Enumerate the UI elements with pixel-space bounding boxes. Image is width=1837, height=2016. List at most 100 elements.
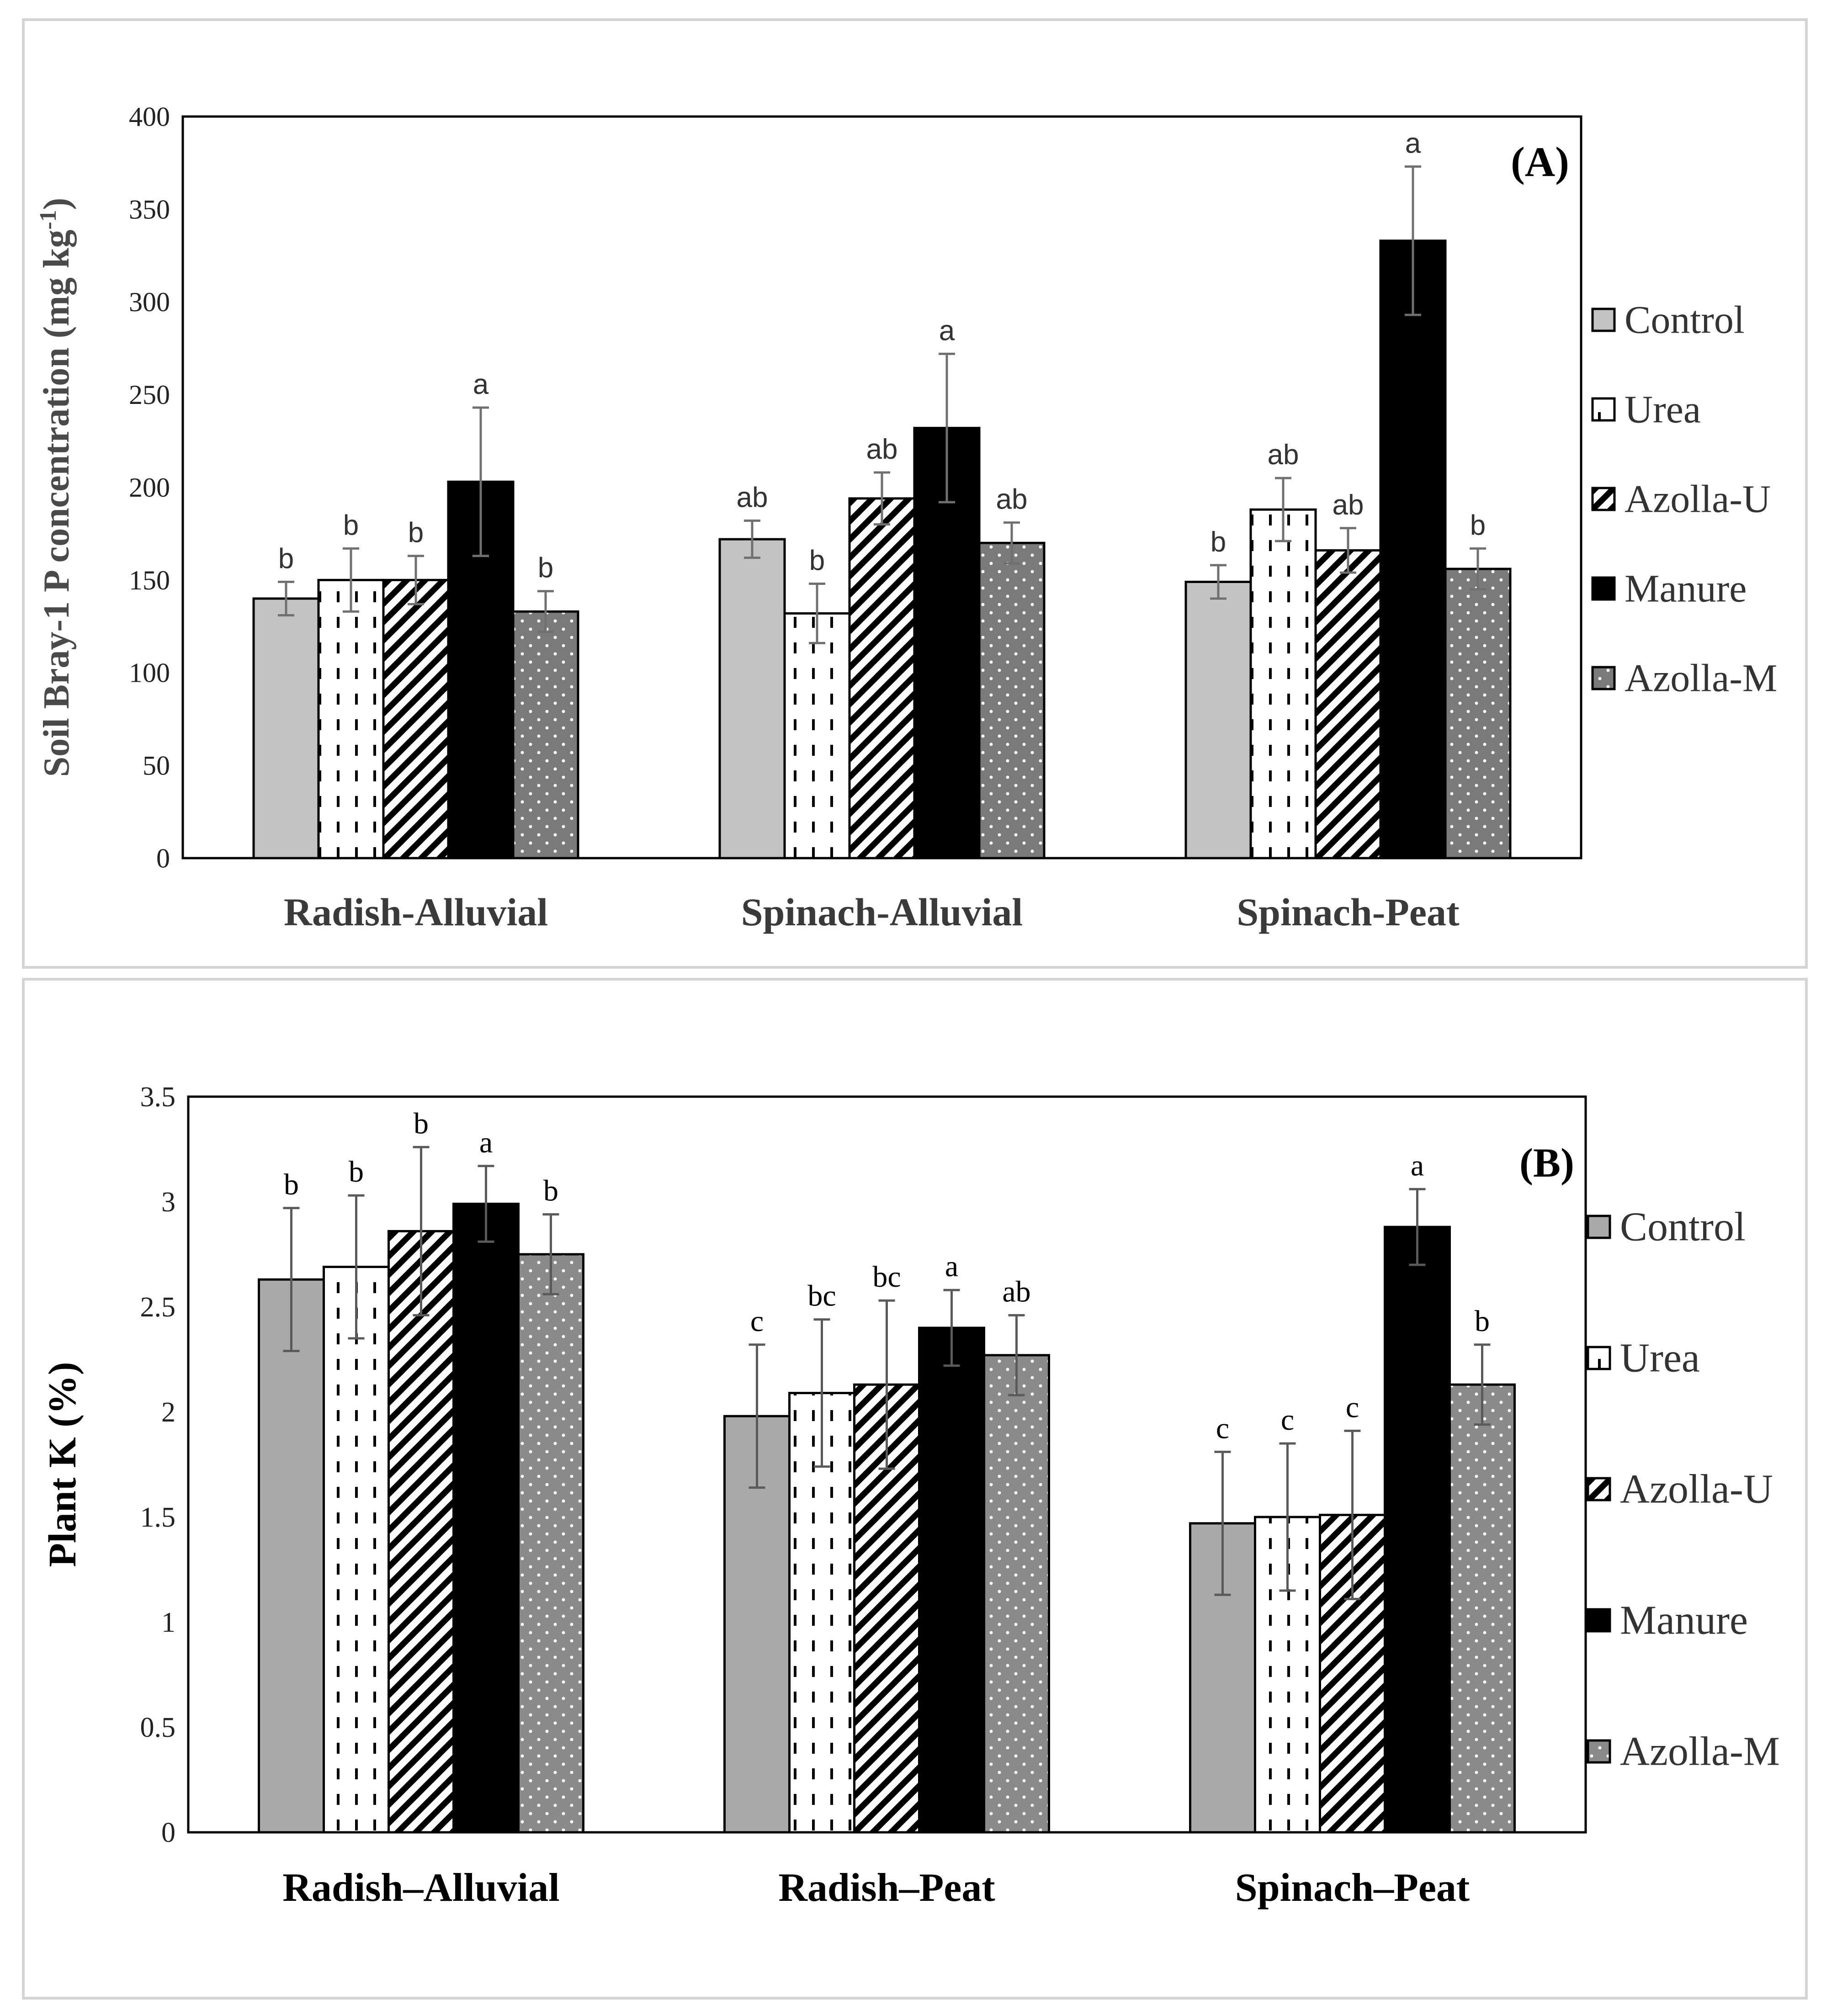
panel-label: (A) (1511, 138, 1569, 185)
legend-swatch-azolla-u (1591, 487, 1616, 511)
bar-manure-spinach-peat (1379, 239, 1447, 859)
significance-letter-urea: b (343, 509, 359, 541)
y-tick-label: 2 (161, 1397, 175, 1428)
bar-azolla-m-spinach-alluvial (978, 541, 1046, 859)
category-label-spinach-peat: Spinach-Peat (1237, 890, 1460, 934)
category-label-radish-alluvial: Radish–Alluvial (282, 1866, 559, 1910)
y-tick-label: 100 (129, 658, 170, 688)
significance-letter-azolla-u: ab (1333, 489, 1364, 521)
bar-urea-spinach-alluvial (783, 612, 851, 859)
bar-urea-radish-alluvial (323, 1266, 390, 1834)
bar-control-radish-alluvial (258, 1278, 325, 1834)
significance-letter-control: b (1211, 526, 1226, 558)
y-axis-title-superscript: -1 (35, 210, 61, 229)
significance-letter-manure: a (1411, 1149, 1424, 1182)
significance-letter-manure: a (1405, 128, 1421, 159)
legend-swatch-urea (1587, 1346, 1611, 1370)
legend-label-control: Control (1620, 1204, 1746, 1250)
y-tick-label: 200 (129, 472, 170, 503)
y-tick-label: 2.5 (140, 1292, 176, 1323)
y-tick-label: 0.5 (140, 1712, 176, 1743)
y-tick-label: 0 (156, 843, 170, 873)
significance-letter-azolla-u: b (408, 517, 424, 549)
chart-a: 0 50 100 150 200 250 300 350 400 Soil Bray-1 P co… (35, 101, 1777, 934)
significance-letter-azolla-u: c (1346, 1390, 1359, 1424)
bar-azolla-u-spinach-alluvial (848, 497, 916, 859)
significance-letter-manure: a (473, 369, 489, 400)
y-axis-title-main: Plant K (%) (40, 1362, 84, 1567)
legend-label-control: Control (1625, 297, 1745, 341)
bar-control-radish-alluvial (252, 597, 320, 859)
legend-swatch-azolla-m (1587, 1739, 1611, 1764)
legend-swatch-manure (1591, 576, 1616, 601)
significance-letter-urea: b (349, 1155, 364, 1188)
bar-azolla-m-spinach-peat (1444, 568, 1512, 859)
bar-manure-radish-alluvial (452, 1203, 520, 1834)
significance-letter-azolla-m: b (1475, 1305, 1490, 1338)
significance-letter-control: b (278, 543, 294, 574)
significance-letter-azolla-m: b (538, 552, 553, 584)
significance-letter-urea: ab (1268, 439, 1299, 471)
y-tick-label: 3 (161, 1187, 175, 1218)
legend-swatch-control (1587, 1215, 1611, 1239)
category-label-radish-peat: Radish–Peat (778, 1866, 995, 1910)
significance-letter-urea: c (1281, 1403, 1294, 1437)
y-axis-title-close: ) (37, 198, 77, 210)
legend-label-azolla-m: Azolla-M (1620, 1729, 1780, 1774)
legend-label-azolla-u: Azolla-U (1625, 477, 1771, 520)
legend-swatch-azolla-u (1587, 1477, 1611, 1501)
category-label-radish-alluvial: Radish-Alluvial (284, 890, 548, 934)
significance-letter-urea: b (809, 545, 825, 576)
significance-letter-control: b (284, 1168, 299, 1201)
significance-letter-control: ab (737, 482, 768, 514)
bar-azolla-u-radish-alluvial (388, 1230, 455, 1834)
y-tick-label: 1.5 (140, 1502, 176, 1533)
y-tick-label: 3.5 (140, 1082, 176, 1113)
bar-azolla-m-radish-alluvial (512, 610, 579, 859)
y-axis-title: Plant K (%) (40, 1362, 84, 1567)
bar-urea-radish-alluvial (317, 578, 385, 859)
y-tick-label: 250 (129, 380, 170, 410)
y-tick-label: 1 (161, 1607, 175, 1638)
significance-letter-azolla-u: b (414, 1107, 429, 1140)
significance-letter-manure: a (945, 1250, 958, 1283)
category-label-spinach-peat: Spinach–Peat (1235, 1866, 1470, 1910)
y-tick-label: 0 (161, 1817, 175, 1848)
bar-control-spinach-peat (1184, 580, 1252, 859)
legend-label-azolla-u: Azolla-U (1620, 1467, 1773, 1512)
panel-b-frame (22, 978, 1808, 2000)
y-tick-label: 50 (143, 751, 170, 781)
bar-azolla-m-spinach-peat (1449, 1383, 1516, 1834)
chart-b: 0 0.5 1 1.5 2 2.5 3 3.5 Plant K (%) (B) Radish–All… (40, 1082, 1780, 1910)
significance-letter-azolla-m: ab (1002, 1275, 1030, 1308)
significance-letter-azolla-u: bc (872, 1260, 901, 1294)
legend-label-urea: Urea (1620, 1336, 1700, 1381)
legend-label-manure: Manure (1625, 566, 1747, 610)
legend-label-urea: Urea (1625, 387, 1701, 431)
significance-letter-manure: a (939, 315, 955, 346)
significance-letter-control: c (1216, 1411, 1229, 1445)
bar-azolla-u-radish-alluvial (382, 578, 450, 859)
category-label-spinach-alluvial: Spinach-Alluvial (741, 890, 1023, 934)
bar-azolla-m-radish-peat (983, 1354, 1050, 1834)
significance-letter-control: c (750, 1305, 764, 1338)
y-tick-label: 150 (129, 565, 170, 595)
bar-manure-radish-peat (918, 1326, 985, 1834)
bar-urea-spinach-peat (1249, 508, 1317, 859)
y-tick-label: 350 (129, 194, 170, 224)
significance-letter-azolla-m: b (543, 1174, 558, 1208)
panel-label: (B) (1519, 1141, 1574, 1186)
legend-label-manure: Manure (1620, 1598, 1748, 1643)
y-axis-title-main: Soil Bray-1 P concentration (mg kg (37, 230, 77, 777)
significance-letter-azolla-m: ab (996, 484, 1028, 515)
y-axis-title: Soil Bray-1 P concentration (mg kg-1) (35, 198, 77, 777)
legend-swatch-control (1591, 308, 1616, 332)
legend-swatch-urea (1591, 397, 1616, 422)
significance-letter-azolla-m: b (1470, 509, 1486, 541)
bar-azolla-m-radish-alluvial (517, 1253, 584, 1834)
panel-a-frame (22, 18, 1808, 969)
y-tick-label: 400 (129, 101, 170, 132)
significance-letter-manure: a (479, 1126, 493, 1159)
significance-letter-azolla-u: ab (866, 434, 898, 465)
